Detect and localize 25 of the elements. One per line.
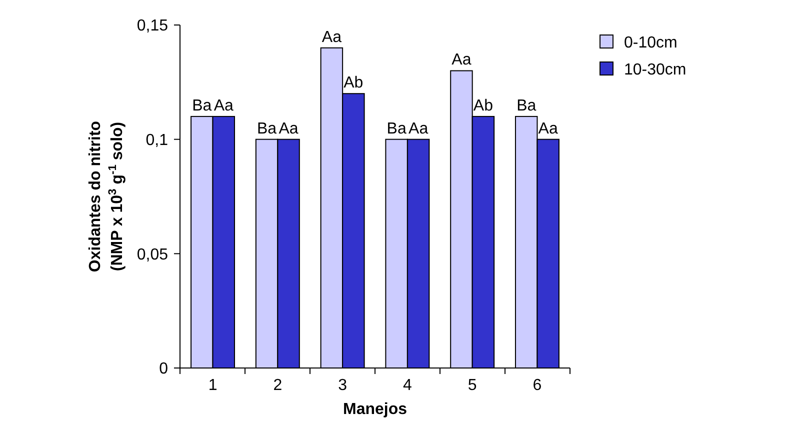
- legend-label: 0-10cm: [624, 34, 678, 52]
- data-label: Ba: [386, 120, 406, 138]
- data-label: Ba: [192, 97, 212, 114]
- data-label: Aa: [408, 120, 428, 138]
- data-label: Aa: [452, 52, 472, 69]
- data-label: Ba: [516, 97, 536, 114]
- y-tick-label: 0,15: [136, 18, 168, 35]
- y-tick-label: 0,05: [136, 246, 168, 264]
- x-tick-label: 5: [468, 377, 477, 394]
- data-label: Aa: [322, 28, 342, 46]
- y-tick-label: 0: [159, 360, 168, 378]
- data-label: Aa: [278, 120, 298, 138]
- data-label: Aa: [214, 97, 234, 114]
- x-tick-label: 6: [532, 377, 542, 394]
- x-axis-title: Manejos: [342, 401, 408, 418]
- data-label: Ab: [473, 97, 494, 114]
- x-tick-label: 4: [402, 377, 412, 394]
- x-tick-label: 3: [338, 377, 348, 394]
- legend-label: 10-30cm: [624, 62, 686, 79]
- y-tick-label: 0,1: [146, 132, 168, 149]
- data-label: Ba: [257, 120, 277, 138]
- x-tick-label: 2: [273, 377, 282, 394]
- data-label: Aa: [538, 120, 558, 138]
- data-label: Ab: [344, 74, 364, 92]
- x-tick-label: 1: [208, 377, 218, 394]
